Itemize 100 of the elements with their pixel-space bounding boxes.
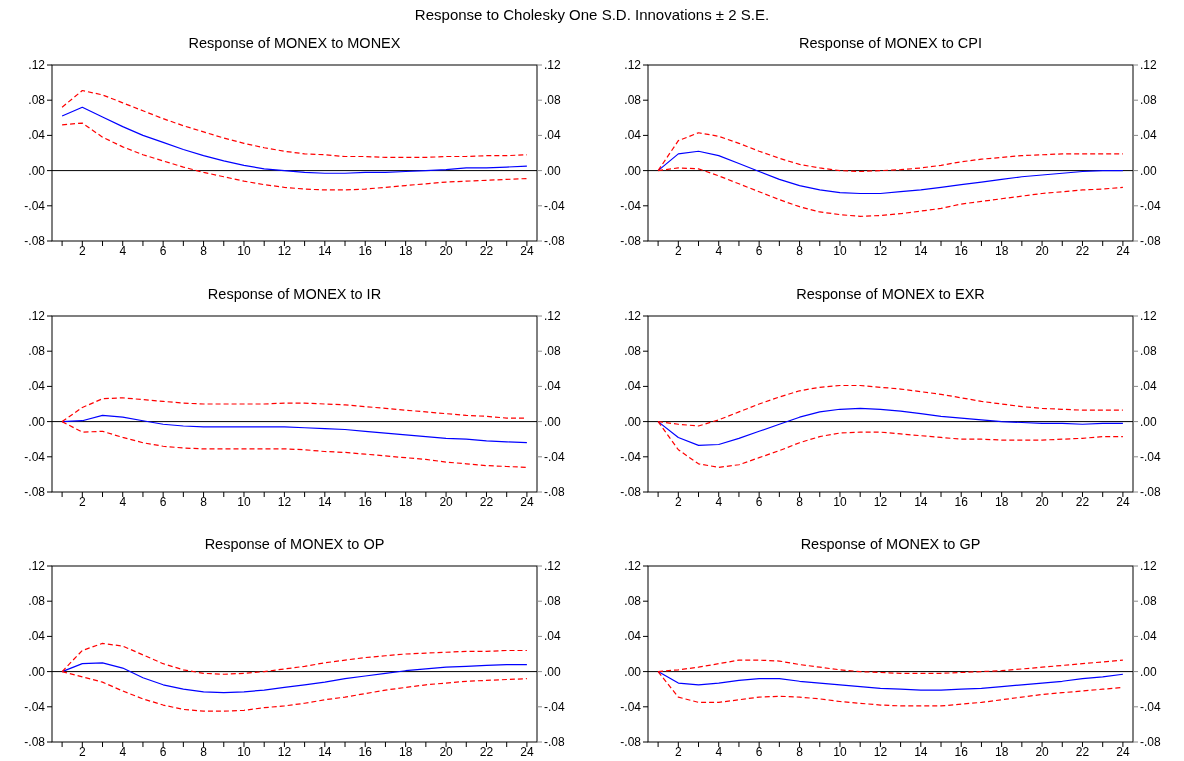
x-tick-label: 4 (715, 745, 723, 759)
x-tick-label: 22 (1075, 244, 1090, 258)
y-tick-label: -.08 (620, 485, 642, 499)
x-tick-label: 24 (1116, 745, 1130, 759)
y-tick-label: -.04 (24, 198, 46, 213)
x-tick-label: 10 (833, 244, 847, 258)
x-tick-label: 14 (318, 244, 332, 258)
x-tick-label: 18 (994, 244, 1009, 258)
x-tick-label: 2 (674, 745, 682, 759)
x-tick-label: 18 (994, 745, 1009, 759)
x-tick-label: 2 (674, 244, 682, 258)
chart-title: Response of MONEX to CPI (799, 35, 982, 51)
x-tick-label: 10 (833, 745, 847, 759)
x-tick-label: 16 (358, 244, 373, 258)
x-tick-label: 22 (479, 745, 494, 759)
x-tick-label: 4 (119, 495, 127, 509)
y2-tick-label: .00 (544, 414, 562, 429)
y-tick-label: .00 (624, 163, 642, 178)
y2-tick-label: .08 (1140, 344, 1158, 359)
y2-tick-label: .04 (1140, 629, 1158, 644)
y-tick-label: -.04 (24, 699, 46, 714)
x-tick-label: 16 (954, 745, 969, 759)
x-tick-label: 8 (796, 745, 804, 759)
y2-tick-label: .04 (1140, 379, 1158, 394)
y2-tick-label: -.08 (1140, 485, 1161, 499)
x-tick-label: 4 (715, 244, 723, 258)
x-tick-label: 8 (200, 745, 208, 759)
x-tick-label: 12 (873, 495, 888, 509)
x-tick-label: 18 (398, 244, 413, 258)
y2-tick-label: .04 (544, 128, 562, 143)
y2-tick-label: .04 (544, 379, 562, 394)
chart-title: Response of MONEX to MONEX (188, 35, 401, 51)
y2-tick-label: -.04 (544, 699, 565, 714)
x-tick-label: 2 (674, 495, 682, 509)
y-tick-label: -.08 (620, 735, 642, 749)
y2-tick-label: .00 (1140, 414, 1158, 429)
x-tick-label: 14 (914, 495, 928, 509)
y-tick-label: .04 (28, 629, 46, 644)
x-tick-label: 20 (439, 244, 454, 258)
y2-tick-label: -.08 (544, 735, 565, 749)
y-tick-label: .04 (28, 128, 46, 143)
y2-tick-label: -.04 (1140, 449, 1161, 464)
x-tick-label: 24 (520, 244, 534, 258)
y2-tick-label: -.08 (1140, 735, 1161, 749)
x-tick-label: 18 (398, 495, 413, 509)
x-tick-label: 10 (833, 495, 847, 509)
y-tick-label: .00 (28, 163, 46, 178)
x-tick-label: 10 (237, 745, 251, 759)
y2-tick-label: .08 (544, 93, 562, 108)
y-tick-label: .04 (28, 379, 46, 394)
x-tick-label: 22 (1075, 745, 1090, 759)
y2-tick-label: .12 (1140, 559, 1158, 573)
y-tick-label: .08 (28, 344, 46, 359)
x-tick-label: 24 (1116, 495, 1130, 509)
x-tick-label: 4 (119, 244, 127, 258)
x-tick-label: 20 (1035, 745, 1050, 759)
chart-title: Response of MONEX to EXR (796, 286, 985, 302)
x-tick-label: 18 (398, 745, 413, 759)
y2-tick-label: -.04 (544, 449, 565, 464)
x-tick-label: 16 (954, 495, 969, 509)
x-tick-label: 8 (200, 495, 208, 509)
x-tick-label: 4 (119, 745, 127, 759)
y-tick-label: .12 (624, 559, 642, 573)
x-tick-label: 16 (954, 244, 969, 258)
x-tick-label: 24 (520, 495, 534, 509)
x-tick-label: 14 (318, 495, 332, 509)
x-tick-label: 12 (873, 244, 888, 258)
y-tick-label: -.08 (620, 234, 642, 248)
y2-tick-label: .12 (544, 58, 562, 72)
x-tick-label: 14 (914, 745, 928, 759)
x-tick-label: 22 (479, 495, 494, 509)
y-tick-label: .12 (624, 58, 642, 72)
y-tick-label: .08 (624, 594, 642, 609)
text: Response to Cholesky One S.D. Innovations ± 2 S.E. (414, 6, 770, 23)
x-tick-label: 6 (755, 495, 763, 509)
y2-tick-label: .08 (544, 594, 562, 609)
y2-tick-label: .08 (1140, 594, 1158, 609)
x-tick-label: 4 (715, 495, 723, 509)
y-tick-label: -.04 (620, 699, 642, 714)
y2-tick-label: -.08 (1140, 234, 1161, 248)
y-tick-label: .12 (28, 559, 46, 573)
x-tick-label: 24 (1116, 244, 1130, 258)
x-tick-label: 2 (78, 495, 86, 509)
y-tick-label: .00 (28, 664, 46, 679)
x-tick-label: 2 (78, 745, 86, 759)
y-tick-label: .12 (28, 309, 46, 323)
x-tick-label: 16 (358, 495, 373, 509)
y2-tick-label: .00 (1140, 163, 1158, 178)
x-tick-label: 6 (755, 745, 763, 759)
y-tick-label: .04 (624, 379, 642, 394)
y2-tick-label: -.04 (1140, 699, 1161, 714)
y2-tick-label: .08 (1140, 93, 1158, 108)
x-tick-label: 12 (873, 745, 888, 759)
x-tick-label: 22 (479, 244, 494, 258)
y-tick-label: .04 (624, 629, 642, 644)
y2-tick-label: -.08 (544, 485, 565, 499)
x-tick-label: 6 (159, 244, 167, 258)
y-tick-label: .00 (28, 414, 46, 429)
x-tick-label: 12 (277, 244, 292, 258)
y2-tick-label: -.08 (544, 234, 565, 248)
